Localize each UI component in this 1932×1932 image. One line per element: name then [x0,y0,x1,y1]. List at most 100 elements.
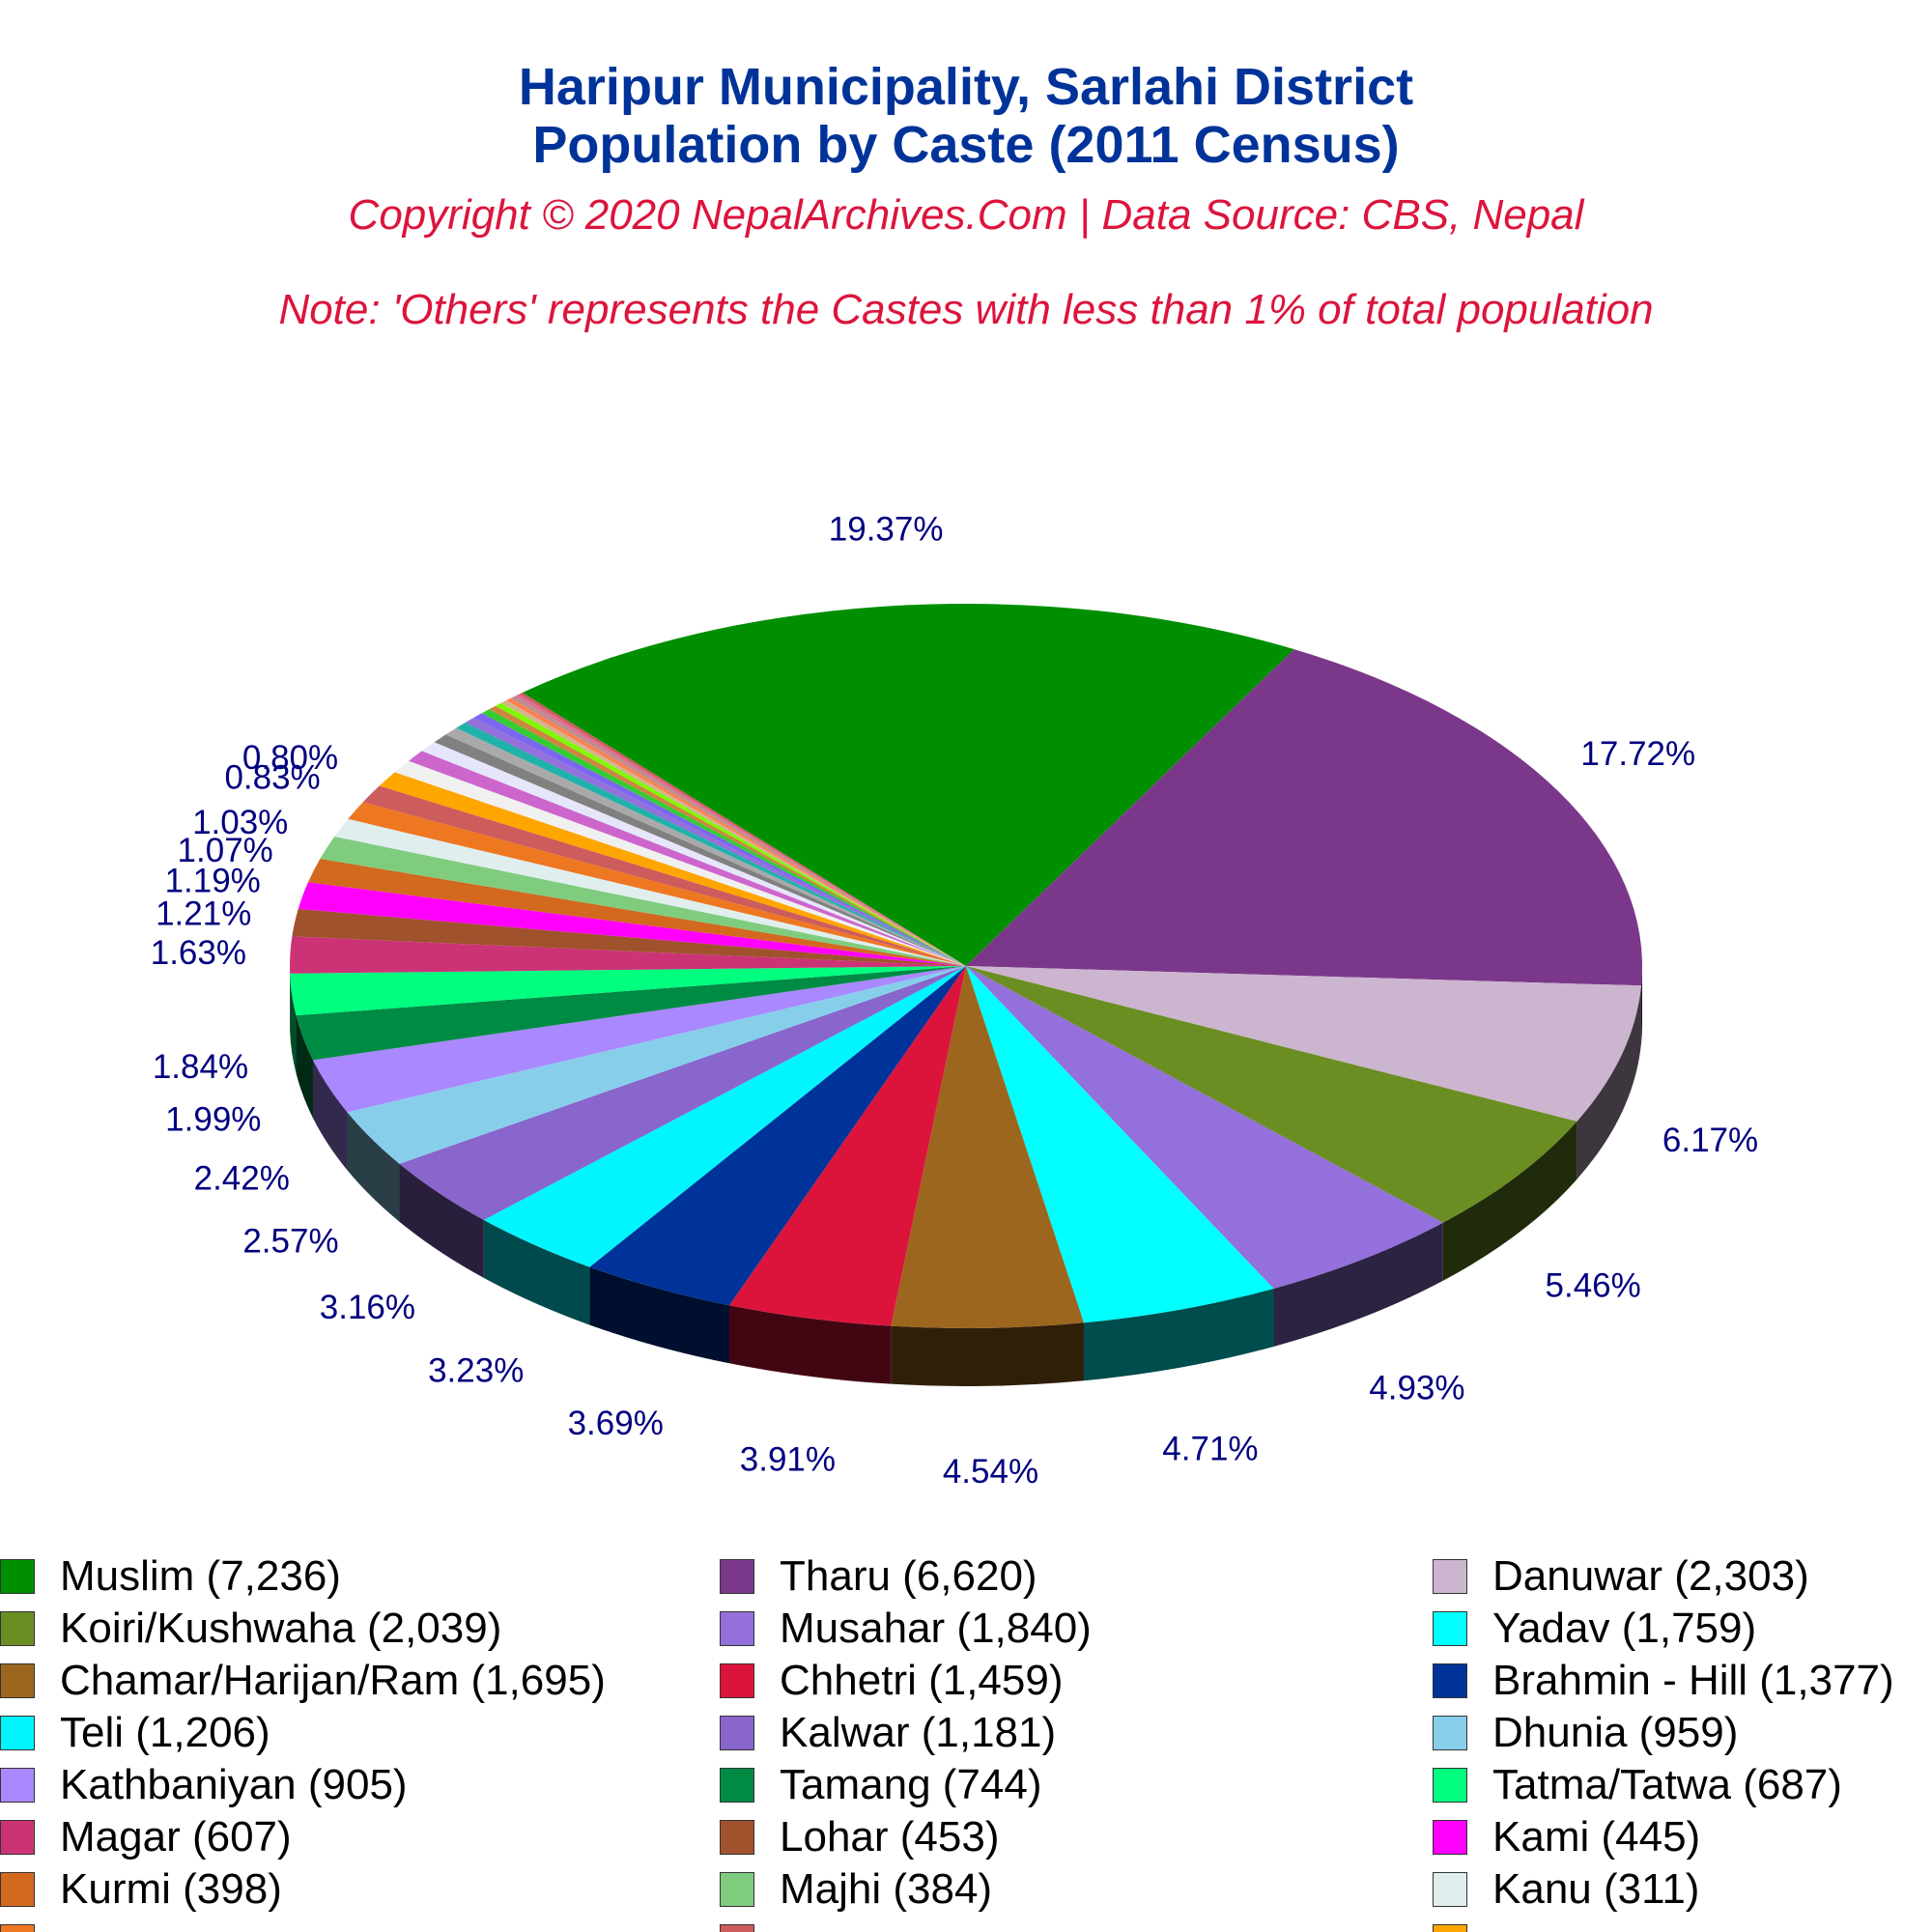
legend-label: Tamang (744) [780,1761,1042,1808]
legend-swatch [720,1820,754,1855]
pie-side-1 [1640,966,1642,1044]
legend-label: Kathbaniyan (905) [60,1761,408,1808]
legend-item: Lohar (453) [720,1811,999,1863]
pie-sides [290,966,1642,1386]
legend-swatch [1433,1663,1467,1698]
pie-slice-23 [379,772,966,966]
legend-swatch [0,1872,35,1907]
legend-item: Tharu (6,620) [720,1550,1037,1603]
legend-item: Dhunia (959) [1433,1707,1738,1759]
pie-side-8 [589,1266,730,1364]
pie-side-10 [399,1163,484,1278]
slice-pct-label-6: 4.54% [943,1453,1038,1491]
legend-label: Musahar (1,840) [780,1605,1092,1652]
pie-slice-38 [515,694,966,966]
slice-pct-label-1: 17.72% [1580,735,1695,773]
legend-item: Tatma/Tatwa (687) [1433,1759,1842,1811]
legend-label: Kurmi (398) [60,1865,282,1913]
pie-slice-15 [289,936,966,974]
legend-item [720,1916,780,1932]
pie-slice-7 [729,966,966,1326]
legend-item: Musahar (1,840) [720,1603,1092,1655]
pie-slice-33 [489,705,966,966]
slice-pct-label-7: 3.91% [740,1441,836,1479]
pie-top [289,603,1642,1328]
chart-title-line1: Haripur Municipality, Sarlahi District [518,58,1414,116]
pie-slice-9 [483,966,966,1267]
slice-pct-label-17: 1.19% [165,862,261,899]
legend-item: Kanu (311) [1433,1863,1699,1916]
slice-pct-label-15: 1.63% [151,934,246,972]
legend-item: Magar (607) [0,1811,292,1863]
slice-pct-label-22: 0.80% [242,739,338,777]
pie-labels: 19.37% 17.72% 6.17% 5.46% 4.93% 4.71% 4.54% 3.9… [151,510,1758,1490]
legend-item: Kathbaniyan (905) [0,1759,408,1811]
slice-pct-label-13: 1.99% [165,1100,261,1138]
slice-pct-label-14: 1.84% [153,1048,248,1086]
pie-slice-16 [292,908,966,966]
legend-item: Tamang (744) [720,1759,1041,1811]
legend-swatch [720,1611,754,1646]
legend-label: Kanu (311) [1492,1865,1700,1913]
pie-side-11 [347,1112,400,1222]
legend-label: Chhetri (1,459) [780,1657,1064,1704]
pie-slice-0 [522,603,1294,966]
legend-label: Tharu (6,620) [780,1552,1037,1600]
legend-swatch [0,1611,35,1646]
pie-slice-12 [312,966,966,1113]
pie-slice-20 [334,818,966,966]
legend-swatch [720,1716,754,1750]
pie-side-2 [1577,985,1641,1179]
pie-slice-17 [298,882,966,966]
pie-side-5 [1084,1288,1274,1381]
legend-swatch [1433,1716,1467,1750]
legend-swatch [1433,1559,1467,1594]
pie-slice-32 [481,709,966,966]
slice-pct-label-5: 4.71% [1162,1430,1258,1467]
pie-side-3 [1442,1121,1577,1281]
slice-pct-label-4: 4.93% [1369,1369,1464,1406]
legend-swatch [0,1820,35,1855]
legend-item: Majhi (384) [720,1863,992,1916]
slice-pct-label-18: 1.07% [178,832,273,869]
pie-slice-26 [421,742,966,966]
legend-swatch [1433,1924,1467,1932]
pie-slice-37 [510,696,966,966]
legend-swatch [0,1768,35,1803]
legend-label: Majhi (384) [780,1865,993,1913]
legend-item: Koiri/Kushwaha (2,039) [0,1603,501,1655]
pie-slice-31 [473,713,966,966]
slice-pct-label-9: 3.23% [428,1351,524,1389]
pie-chart: 19.37% 17.72% 6.17% 5.46% 4.93% 4.71% 4.54% 3.9… [151,510,1758,1490]
legend-swatch [1433,1820,1467,1855]
pie-side-9 [483,1219,590,1325]
pie-side-7 [729,1305,892,1384]
slice-pct-label-3: 5.46% [1546,1267,1641,1305]
pie-slice-25 [408,751,967,966]
slice-pct-label-10: 3.16% [320,1289,415,1326]
pie-slice-6 [891,966,1085,1328]
legend: Muslim (7,236) Tharu (6,620) Danuwar (2,30… [0,1550,1932,1932]
legend-label: Danuwar (2,303) [1492,1552,1809,1600]
pie-side-12 [312,1060,348,1171]
legend-item: Muslim (7,236) [0,1550,341,1603]
legend-label: Chamar/Harijan/Ram (1,695) [60,1657,606,1704]
legend-item: Kurmi (398) [0,1863,282,1916]
slice-pct-label-0: 19.37% [829,510,944,548]
legend-swatch [1433,1611,1467,1646]
slice-pct-label-11: 2.57% [242,1223,338,1261]
pie-side-14 [290,973,297,1074]
pie-slice-8 [589,966,966,1306]
legend-swatch [720,1924,754,1932]
pie-slice-14 [290,966,966,1016]
pie-slice-13 [296,966,966,1061]
legend-swatch [0,1663,35,1698]
pie-slice-22 [362,785,966,966]
pie-slice-39 [519,692,966,966]
legend-label: Kami (445) [1492,1813,1701,1861]
pie-slice-34 [495,702,966,966]
pie-slice-19 [320,836,966,966]
pie-slice-2 [966,966,1641,1122]
legend-item: Yadav (1,759) [1433,1603,1756,1655]
legend-label: Lohar (453) [780,1813,1000,1861]
